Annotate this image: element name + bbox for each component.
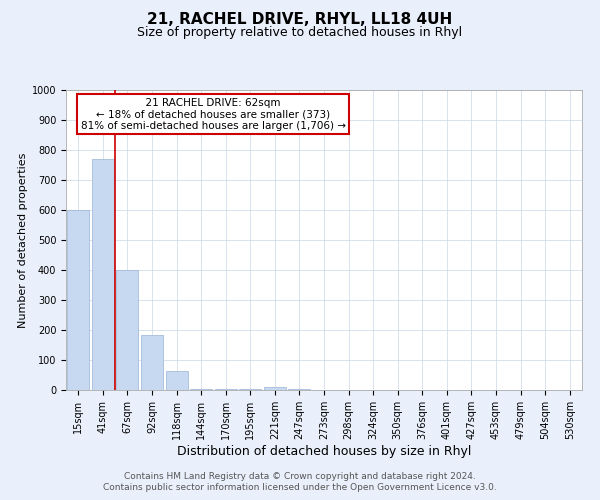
Bar: [92, 159, 114, 390]
X-axis label: Distribution of detached houses by size in Rhyl: Distribution of detached houses by size …: [177, 444, 471, 458]
Text: Contains HM Land Registry data © Crown copyright and database right 2024.
Contai: Contains HM Land Registry data © Crown c…: [103, 472, 497, 492]
Text: Size of property relative to detached houses in Rhyl: Size of property relative to detached ho…: [137, 26, 463, 39]
Text: 21, RACHEL DRIVE, RHYL, LL18 4UH: 21, RACHEL DRIVE, RHYL, LL18 4UH: [148, 12, 452, 28]
Bar: [190, 388, 212, 390]
Bar: [289, 388, 310, 390]
Bar: [116, 270, 139, 390]
Bar: [166, 370, 188, 390]
Bar: [239, 388, 262, 390]
Y-axis label: Number of detached properties: Number of detached properties: [17, 152, 28, 328]
Bar: [264, 387, 286, 390]
Bar: [67, 210, 89, 390]
Bar: [215, 388, 237, 390]
Text: 21 RACHEL DRIVE: 62sqm  
← 18% of detached houses are smaller (373)
81% of semi-: 21 RACHEL DRIVE: 62sqm ← 18% of detached…: [80, 98, 346, 130]
Bar: [141, 334, 163, 390]
